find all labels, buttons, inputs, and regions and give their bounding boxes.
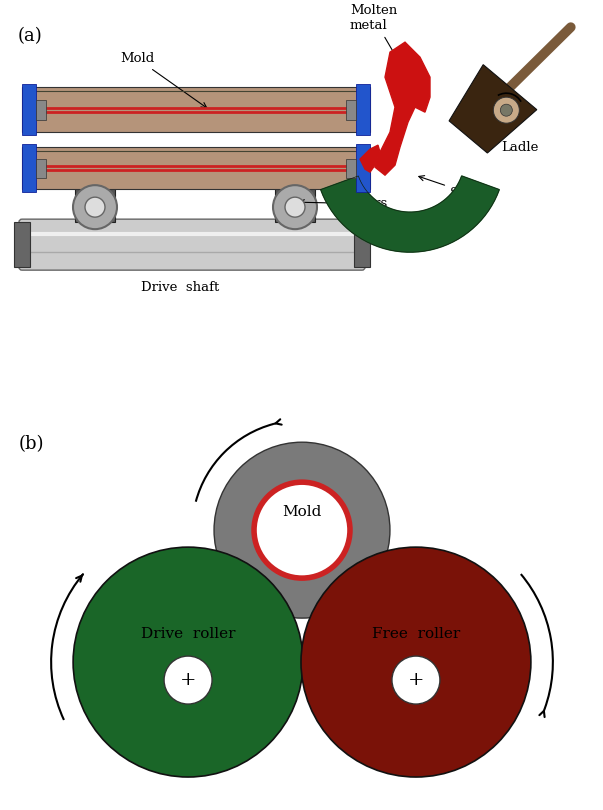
Bar: [346, 100, 356, 120]
Circle shape: [214, 442, 390, 618]
Text: Ladle: Ladle: [501, 141, 538, 154]
Circle shape: [85, 197, 105, 217]
Circle shape: [254, 482, 350, 578]
Bar: [346, 159, 356, 177]
FancyBboxPatch shape: [19, 220, 365, 271]
Text: Mold: Mold: [120, 52, 207, 108]
Circle shape: [493, 97, 519, 123]
Text: Drive  roller: Drive roller: [141, 627, 235, 641]
Bar: [22, 147, 370, 190]
Bar: [354, 222, 370, 267]
Polygon shape: [449, 65, 537, 153]
Bar: [36, 159, 46, 177]
Bar: [36, 100, 46, 120]
Bar: [22, 144, 36, 192]
Text: Free  roller: Free roller: [372, 627, 460, 641]
Polygon shape: [321, 176, 499, 252]
Bar: [75, 186, 115, 222]
Text: (b): (b): [18, 435, 43, 453]
Text: Spout: Spout: [419, 176, 489, 200]
Circle shape: [301, 547, 531, 777]
Circle shape: [73, 547, 303, 777]
Text: Mold: Mold: [282, 505, 321, 519]
Text: Molten
metal: Molten metal: [350, 4, 406, 74]
Polygon shape: [375, 42, 430, 175]
Text: (a): (a): [18, 28, 43, 45]
Bar: [14, 222, 30, 267]
Circle shape: [392, 656, 440, 704]
Text: Drive  shaft: Drive shaft: [141, 280, 219, 294]
Text: +: +: [180, 671, 197, 689]
Circle shape: [73, 185, 117, 229]
Bar: [22, 87, 370, 132]
Bar: [356, 84, 370, 135]
Circle shape: [164, 656, 212, 704]
Circle shape: [285, 197, 305, 217]
Circle shape: [500, 104, 513, 116]
Circle shape: [273, 185, 317, 229]
Bar: [22, 84, 36, 135]
Bar: [275, 186, 315, 222]
Bar: [356, 144, 370, 192]
Text: Rollers: Rollers: [299, 197, 387, 210]
Polygon shape: [360, 145, 380, 173]
Text: +: +: [408, 671, 424, 689]
